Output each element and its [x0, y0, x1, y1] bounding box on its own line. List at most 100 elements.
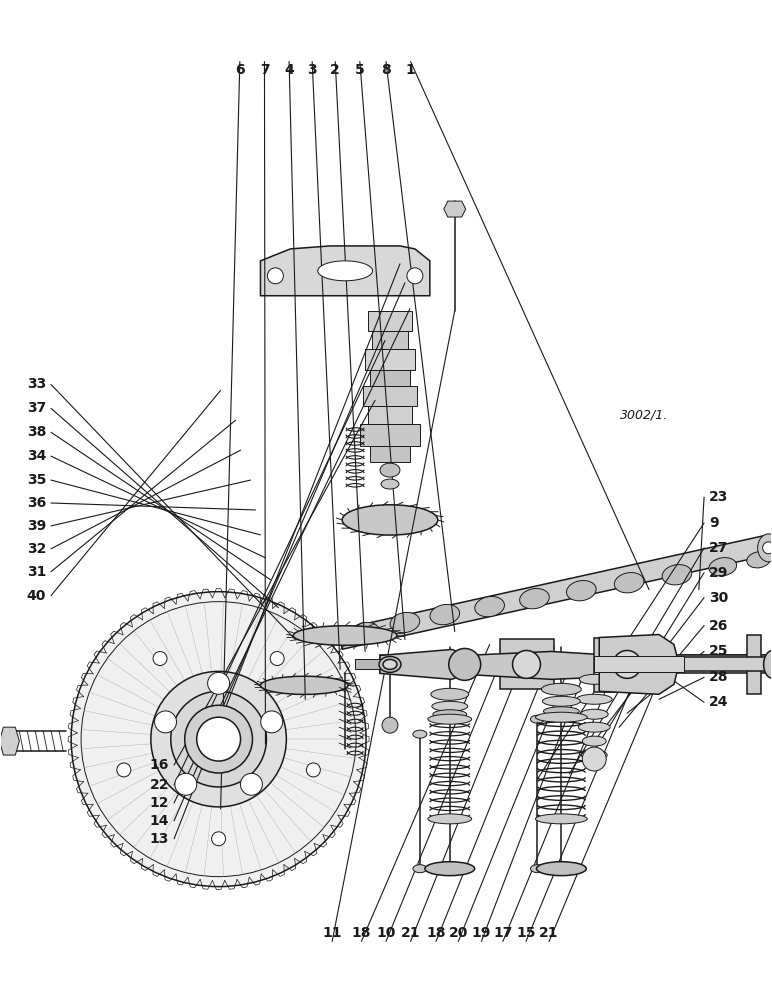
- Bar: [363, 386, 417, 406]
- Text: 24: 24: [709, 695, 729, 709]
- Polygon shape: [260, 246, 430, 296]
- Circle shape: [613, 650, 641, 678]
- Ellipse shape: [536, 814, 587, 824]
- Text: 13: 13: [150, 832, 169, 846]
- Ellipse shape: [430, 604, 459, 625]
- Ellipse shape: [318, 261, 373, 281]
- Circle shape: [153, 652, 167, 666]
- Text: 11: 11: [323, 926, 342, 940]
- Text: 3: 3: [307, 63, 317, 77]
- Text: 1: 1: [406, 63, 415, 77]
- Bar: [370, 446, 410, 462]
- Ellipse shape: [475, 596, 504, 617]
- Ellipse shape: [543, 696, 581, 706]
- Circle shape: [212, 832, 225, 846]
- Text: 30: 30: [709, 591, 728, 605]
- Ellipse shape: [380, 463, 400, 477]
- Text: 6: 6: [235, 63, 245, 77]
- Text: 5: 5: [355, 63, 364, 77]
- Polygon shape: [465, 651, 599, 679]
- Ellipse shape: [413, 865, 427, 873]
- Ellipse shape: [581, 750, 608, 760]
- Text: 28: 28: [709, 670, 729, 684]
- Ellipse shape: [431, 688, 469, 700]
- Ellipse shape: [520, 588, 550, 609]
- Text: 4: 4: [284, 63, 294, 77]
- Polygon shape: [0, 727, 19, 755]
- Bar: [499, 639, 554, 689]
- Text: 14: 14: [150, 814, 169, 828]
- Ellipse shape: [342, 505, 438, 535]
- Circle shape: [171, 691, 266, 787]
- Text: 25: 25: [709, 644, 729, 658]
- Ellipse shape: [541, 683, 581, 695]
- Text: 12: 12: [150, 796, 169, 810]
- Circle shape: [270, 652, 284, 666]
- Text: 3002/1.: 3002/1.: [620, 409, 668, 422]
- Ellipse shape: [379, 656, 401, 672]
- Bar: [372, 331, 408, 349]
- Ellipse shape: [578, 722, 610, 732]
- Text: 38: 38: [26, 425, 46, 439]
- Circle shape: [449, 648, 481, 680]
- Text: 21: 21: [540, 926, 559, 940]
- Ellipse shape: [428, 814, 472, 824]
- Circle shape: [240, 773, 262, 795]
- Text: 26: 26: [709, 619, 729, 633]
- Text: 9: 9: [709, 516, 719, 530]
- Ellipse shape: [579, 674, 609, 684]
- Circle shape: [267, 268, 283, 284]
- Polygon shape: [380, 649, 465, 679]
- Text: 31: 31: [26, 565, 46, 579]
- Bar: [659, 655, 769, 673]
- Ellipse shape: [581, 709, 608, 719]
- Ellipse shape: [425, 862, 475, 876]
- Bar: [747, 635, 760, 694]
- Circle shape: [208, 672, 229, 694]
- Ellipse shape: [433, 710, 467, 719]
- Ellipse shape: [351, 622, 379, 641]
- Text: 19: 19: [472, 926, 491, 940]
- Text: 16: 16: [150, 758, 169, 772]
- Bar: [380, 655, 499, 673]
- Text: 27: 27: [709, 541, 729, 555]
- Ellipse shape: [615, 573, 644, 593]
- Polygon shape: [338, 535, 770, 649]
- Ellipse shape: [413, 730, 427, 738]
- Polygon shape: [599, 635, 679, 694]
- Text: 34: 34: [26, 449, 46, 463]
- Circle shape: [185, 705, 252, 773]
- Bar: [594, 638, 659, 692]
- Circle shape: [407, 268, 423, 284]
- Ellipse shape: [428, 714, 472, 724]
- Ellipse shape: [432, 701, 468, 711]
- Bar: [370, 370, 410, 386]
- Bar: [368, 406, 412, 424]
- Text: 18: 18: [426, 926, 445, 940]
- Bar: [355, 659, 383, 669]
- Ellipse shape: [662, 565, 692, 585]
- Ellipse shape: [709, 558, 736, 576]
- Text: 37: 37: [27, 401, 46, 415]
- Ellipse shape: [530, 715, 544, 723]
- Text: 23: 23: [709, 490, 729, 504]
- Text: 20: 20: [449, 926, 468, 940]
- Circle shape: [151, 671, 286, 807]
- Ellipse shape: [582, 736, 606, 746]
- Ellipse shape: [381, 479, 399, 489]
- Bar: [594, 656, 684, 672]
- Text: 21: 21: [401, 926, 421, 940]
- Text: 15: 15: [516, 926, 536, 940]
- Ellipse shape: [537, 862, 586, 876]
- Ellipse shape: [536, 712, 587, 722]
- Ellipse shape: [567, 581, 596, 601]
- Text: 22: 22: [150, 778, 169, 792]
- Text: 17: 17: [493, 926, 513, 940]
- Bar: [659, 657, 772, 671]
- Text: 35: 35: [26, 473, 46, 487]
- Text: 33: 33: [27, 377, 46, 391]
- Text: 7: 7: [259, 63, 269, 77]
- Circle shape: [582, 747, 606, 771]
- Text: 29: 29: [709, 566, 729, 580]
- Bar: [360, 424, 420, 446]
